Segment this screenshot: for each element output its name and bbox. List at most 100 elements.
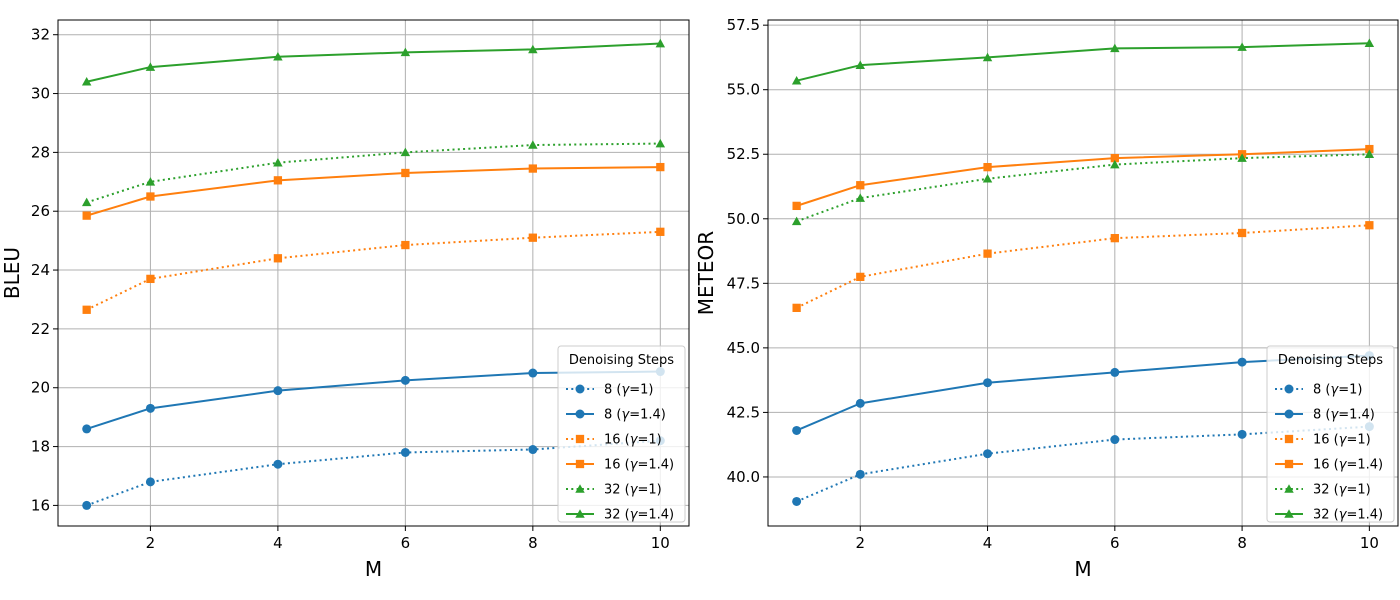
chart2-legend-label-5: 32 (γ=1.4) [1313, 508, 1383, 523]
chart2-y-axis-label: METEOR [694, 231, 718, 315]
chart2-series-line-2 [796, 224, 1370, 309]
chart1-series-5-point-3 [400, 47, 411, 57]
chart2-legend-label-1-gamma-value: =1.4) [1338, 408, 1375, 423]
chart1-legend-label-2: 16 (γ=1) [604, 433, 662, 448]
chart2-legend-label-5-steps: 32 ( [1313, 508, 1339, 523]
chart1-series-0-point-2 [273, 459, 283, 469]
chart2-series-5-point-1 [855, 60, 865, 69]
chart2-legend-box [1266, 345, 1395, 523]
chart2-legend-label-3-gamma-value: =1.4) [1346, 458, 1383, 473]
chart2-series-5-point-5 [1364, 38, 1375, 48]
chart2-y-tick-label-3: 47.5 [727, 274, 760, 292]
chart1-y-tick-label-8: 32 [31, 26, 50, 44]
chart1-series-4-point-1 [145, 177, 156, 186]
chart1-legend-label-1-gamma-value: =1.4) [629, 408, 666, 423]
chart1-series-1-point-4 [528, 368, 538, 378]
chart1-legend-title: Denoising Steps [569, 353, 674, 368]
chart2-legend-label-4-steps: 32 ( [1313, 483, 1339, 498]
chart2-series-4-point-1 [855, 193, 865, 202]
chart1-series-0-point-1 [145, 477, 155, 487]
chart2-legend-label-5-gamma-value: =1.4) [1346, 508, 1383, 523]
chart1-y-tick-label-6: 28 [31, 143, 50, 161]
chart1-legend-box [557, 345, 686, 523]
chart1-series-line-3 [86, 166, 661, 217]
chart2-y-tick-label-0: 40.0 [727, 468, 760, 486]
chart2-series-0-point-0 [792, 496, 802, 506]
chart2-series-1-point-1 [855, 398, 865, 408]
chart1-legend-label-4-gamma-value: =1) [637, 483, 661, 498]
chart2-series-5-point-2 [982, 52, 993, 62]
chart2-legend-label-4-gamma-value: =1) [1346, 483, 1370, 498]
chart2-series-4-point-4 [1237, 153, 1247, 162]
chart1-x-axis-label: M [365, 557, 382, 581]
chart1-legend-label-5-gamma-value: =1.4) [637, 508, 674, 523]
chart1-series-5-point-2 [273, 52, 283, 61]
chart1-legend-label-3: 16 (γ=1.4) [604, 458, 674, 473]
chart1-legend-label-3-steps: 16 ( [604, 458, 630, 473]
chart1-series-line-4 [86, 142, 661, 204]
chart2-legend-label-2-gamma-value: =1) [1346, 433, 1370, 448]
chart2-series-line-5 [796, 42, 1370, 82]
chart1-series-line-1 [86, 370, 661, 430]
chart2-legend-label-3-steps: 16 ( [1313, 458, 1339, 473]
chart2-series-5-point-3 [1110, 43, 1120, 53]
chart1-legend-marker-5 [575, 509, 585, 518]
chart1-series-line-2 [86, 230, 661, 311]
chart1-legend-label-1-steps: 8 ( [604, 408, 621, 423]
chart1-series-1-point-3 [400, 375, 410, 385]
chart2-series-5-point-0 [791, 75, 802, 85]
chart1-legend-label-1-gamma-symbol: γ [621, 408, 630, 423]
chart2-series-0-point-4 [1237, 429, 1247, 439]
chart1-y-tick-label-3: 22 [31, 320, 50, 338]
chart2-legend-label-2-gamma-symbol: γ [1339, 433, 1348, 448]
chart2-legend-label-3-gamma-symbol: γ [1339, 458, 1348, 473]
chart2-legend-label-0-gamma-symbol: γ [1330, 383, 1339, 398]
chart1-legend-label-4-steps: 32 ( [604, 483, 630, 498]
chart2-legend-marker-0 [1284, 384, 1294, 394]
chart1-series-2-point-3 [401, 240, 410, 250]
chart2-series-1-point-2 [983, 378, 993, 388]
chart2-series-2-point-1 [856, 272, 865, 282]
chart2-legend-label-1-gamma-symbol: γ [1330, 408, 1339, 423]
chart2-x-tick-label-4: 10 [1360, 534, 1379, 552]
chart1-series-2-point-0 [82, 305, 91, 314]
chart2-series-4-point-5 [1364, 149, 1375, 159]
chart1-legend-label-4: 32 (γ=1) [604, 483, 662, 498]
chart2-series-3-point-3 [1110, 153, 1119, 163]
chart1-legend-label-3-gamma-symbol: γ [630, 458, 639, 473]
chart1-series-4-point-0 [81, 197, 92, 207]
chart2-y-tick-label-5: 52.5 [727, 145, 760, 163]
chart1-legend-marker-4 [575, 484, 585, 493]
chart2-legend-label-1: 8 (γ=1.4) [1313, 408, 1375, 423]
chart1-legend-label-1: 8 (γ=1.4) [604, 408, 666, 423]
chart2-y-tick-label-6: 55.0 [727, 81, 760, 99]
chart2-series-4-point-3 [1110, 159, 1120, 169]
chart1-legend-label-2-steps: 16 ( [604, 433, 630, 448]
chart1-series-4-point-3 [400, 147, 411, 157]
chart1-legend-label-0-steps: 8 ( [604, 383, 621, 398]
chart2-legend-marker-4 [1284, 484, 1294, 493]
chart1-axes-frame [57, 19, 690, 527]
chart2-legend-marker-1 [1284, 409, 1294, 419]
chart2-x-tick-label-2: 6 [1110, 534, 1120, 552]
chart2-series-0-point-3 [1110, 435, 1120, 445]
chart1-series-1-point-2 [273, 386, 283, 396]
chart1-series-3-point-0 [82, 211, 91, 220]
chart1-legend-label-5-gamma-symbol: γ [630, 508, 639, 523]
chart2-series-2-point-2 [983, 249, 992, 258]
chart1-series-3-point-4 [528, 164, 537, 173]
chart1-y-tick-label-1: 18 [31, 438, 50, 456]
chart1-series-1-point-1 [145, 403, 155, 413]
chart1-series-2-point-2 [273, 254, 283, 263]
chart1-y-tick-label-5: 26 [31, 202, 50, 220]
chart-2: 2 4 6 8 10 40.0 42.5 45.0 47.5 50.0 52.5 55.0 57.5 M M… [694, 16, 1399, 581]
chart2-series-2-point-5 [1365, 221, 1374, 230]
chart1-series-line-5 [86, 42, 661, 83]
chart2-series-3-point-2 [983, 163, 992, 172]
chart2-legend-label-4: 32 (γ=1) [1313, 483, 1371, 498]
chart1-legend-label-5-steps: 32 ( [604, 508, 630, 523]
chart1-series-line-0 [86, 439, 661, 507]
chart2-x-tick-label-0: 2 [855, 534, 865, 552]
chart2-series-0-point-1 [855, 469, 865, 479]
chart1-legend-label-4-gamma-symbol: γ [630, 483, 639, 498]
